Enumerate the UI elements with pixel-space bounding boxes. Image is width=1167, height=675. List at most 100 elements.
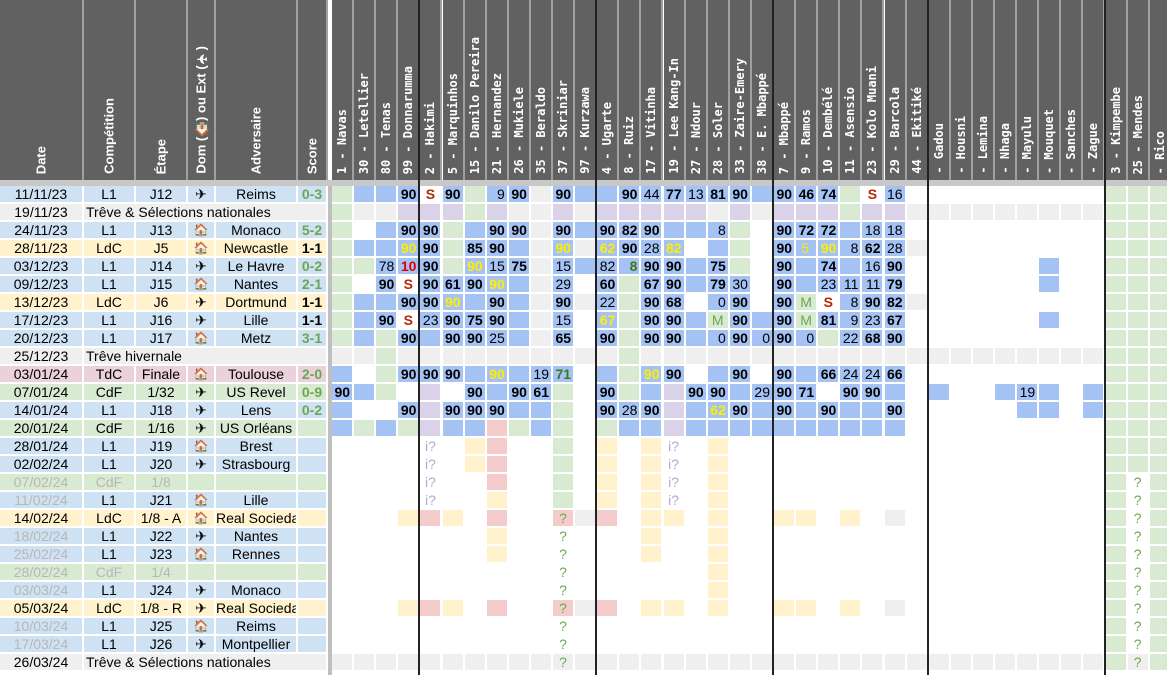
player-cell[interactable] bbox=[840, 528, 863, 545]
player-cell[interactable] bbox=[597, 582, 620, 599]
player-cell[interactable] bbox=[464, 510, 487, 527]
player-cell[interactable] bbox=[1017, 258, 1040, 275]
player-cell[interactable] bbox=[995, 258, 1018, 275]
player-cell[interactable] bbox=[729, 546, 752, 563]
player-cell[interactable] bbox=[641, 600, 664, 617]
player-cell[interactable] bbox=[884, 456, 907, 473]
player-cell[interactable] bbox=[1061, 546, 1084, 563]
player-cell[interactable] bbox=[376, 546, 399, 563]
player-cell[interactable] bbox=[884, 384, 907, 401]
player-cell[interactable] bbox=[398, 510, 421, 527]
player-cell[interactable]: 71 bbox=[796, 384, 819, 401]
player-cell[interactable] bbox=[1039, 204, 1062, 221]
player-cell[interactable] bbox=[707, 654, 730, 671]
player-cell[interactable] bbox=[553, 492, 576, 509]
player-cell[interactable]: M bbox=[707, 312, 730, 329]
player-cell[interactable] bbox=[685, 600, 708, 617]
player-cell[interactable] bbox=[972, 510, 995, 527]
player-cell[interactable]: 90 bbox=[486, 402, 509, 419]
player-cell[interactable]: 23 bbox=[862, 312, 885, 329]
player-cell[interactable] bbox=[818, 492, 841, 509]
player-cell[interactable] bbox=[420, 330, 443, 347]
player-cell[interactable] bbox=[420, 384, 443, 401]
player-cell[interactable] bbox=[884, 546, 907, 563]
player-cell[interactable] bbox=[972, 222, 995, 239]
player-cell[interactable] bbox=[707, 438, 730, 455]
player-cell[interactable] bbox=[818, 564, 841, 581]
player-cell[interactable] bbox=[1039, 582, 1062, 599]
player-cell[interactable] bbox=[1083, 294, 1106, 311]
player-cell[interactable] bbox=[508, 546, 531, 563]
player-cell[interactable] bbox=[1039, 258, 1062, 275]
player-cell[interactable] bbox=[1017, 348, 1040, 365]
player-cell[interactable] bbox=[928, 492, 951, 509]
player-cell[interactable] bbox=[420, 600, 443, 617]
player-cell[interactable] bbox=[884, 510, 907, 527]
player-cell[interactable] bbox=[862, 654, 885, 671]
player-cell[interactable] bbox=[376, 474, 399, 491]
player-cell[interactable] bbox=[1149, 258, 1167, 275]
player-cell[interactable] bbox=[928, 456, 951, 473]
player-cell[interactable] bbox=[1149, 222, 1167, 239]
header-player[interactable]: - Mayulu bbox=[1017, 0, 1040, 180]
header-player[interactable]: 9 - Ramos bbox=[796, 0, 819, 180]
player-cell[interactable] bbox=[972, 636, 995, 653]
player-cell[interactable] bbox=[884, 636, 907, 653]
player-cell[interactable] bbox=[486, 564, 509, 581]
player-cell[interactable] bbox=[972, 312, 995, 329]
player-cell[interactable]: 77 bbox=[663, 186, 686, 203]
player-cell[interactable]: 90 bbox=[486, 222, 509, 239]
player-cell[interactable] bbox=[950, 330, 973, 347]
player-cell[interactable]: 90 bbox=[442, 366, 465, 383]
header-player[interactable]: 97 - Kurzawa bbox=[575, 0, 598, 180]
player-cell[interactable] bbox=[597, 492, 620, 509]
player-cell[interactable] bbox=[928, 582, 951, 599]
player-cell[interactable] bbox=[619, 618, 642, 635]
header-player[interactable]: 1 - Navas bbox=[332, 0, 355, 180]
player-cell[interactable] bbox=[1149, 294, 1167, 311]
player-cell[interactable] bbox=[486, 204, 509, 221]
header-player[interactable]: 44 - Ekitiké bbox=[906, 0, 929, 180]
player-cell[interactable]: ? bbox=[1127, 546, 1150, 563]
player-cell[interactable] bbox=[619, 528, 642, 545]
player-cell[interactable] bbox=[663, 654, 686, 671]
player-cell[interactable] bbox=[376, 366, 399, 383]
player-cell[interactable] bbox=[906, 654, 929, 671]
player-cell[interactable] bbox=[575, 456, 598, 473]
player-cell[interactable] bbox=[398, 636, 421, 653]
player-cell[interactable]: 90 bbox=[597, 222, 620, 239]
player-cell[interactable] bbox=[332, 348, 355, 365]
player-cell[interactable] bbox=[751, 582, 774, 599]
player-cell[interactable] bbox=[619, 474, 642, 491]
player-cell[interactable] bbox=[862, 492, 885, 509]
player-cell[interactable] bbox=[928, 420, 951, 437]
player-cell[interactable]: ? bbox=[553, 564, 576, 581]
header-date[interactable]: Date bbox=[0, 0, 84, 180]
player-cell[interactable] bbox=[442, 654, 465, 671]
player-cell[interactable] bbox=[950, 258, 973, 275]
player-cell[interactable] bbox=[1105, 330, 1128, 347]
player-cell[interactable] bbox=[486, 384, 509, 401]
player-cell[interactable] bbox=[774, 492, 797, 509]
player-cell[interactable]: 0 bbox=[751, 330, 774, 347]
player-cell[interactable] bbox=[1017, 366, 1040, 383]
player-cell[interactable]: 72 bbox=[818, 222, 841, 239]
player-cell[interactable]: 90 bbox=[442, 312, 465, 329]
player-cell[interactable] bbox=[685, 348, 708, 365]
player-cell[interactable] bbox=[928, 258, 951, 275]
player-cell[interactable] bbox=[884, 348, 907, 365]
player-cell[interactable]: 61 bbox=[442, 276, 465, 293]
player-cell[interactable]: 22 bbox=[597, 294, 620, 311]
player-cell[interactable]: 90 bbox=[486, 294, 509, 311]
player-cell[interactable] bbox=[398, 564, 421, 581]
player-cell[interactable] bbox=[972, 258, 995, 275]
player-cell[interactable] bbox=[1039, 420, 1062, 437]
player-cell[interactable] bbox=[332, 294, 355, 311]
player-cell[interactable] bbox=[840, 348, 863, 365]
player-cell[interactable]: 68 bbox=[862, 330, 885, 347]
player-cell[interactable] bbox=[530, 456, 553, 473]
player-cell[interactable] bbox=[906, 222, 929, 239]
player-cell[interactable] bbox=[1149, 330, 1167, 347]
player-cell[interactable] bbox=[1017, 402, 1040, 419]
player-cell[interactable] bbox=[332, 276, 355, 293]
